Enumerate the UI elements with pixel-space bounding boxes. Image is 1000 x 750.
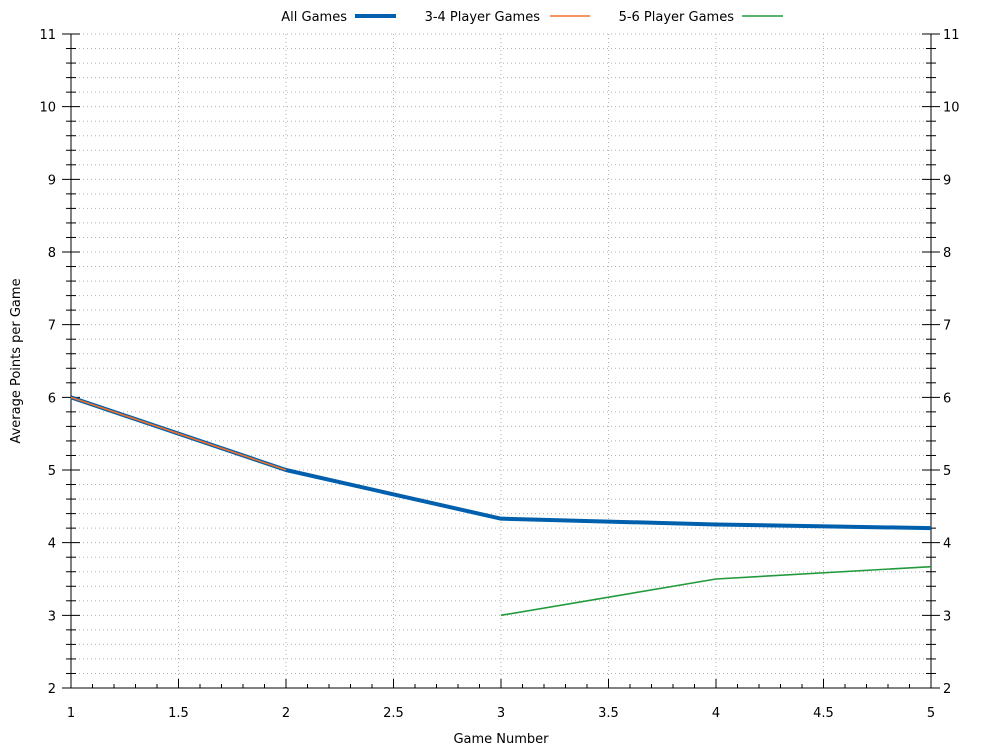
grid (70, 33, 932, 689)
series-lines (70, 395, 932, 617)
legend-label-3-4-player-games: 3-4 Player Games (425, 10, 541, 25)
y-tick-label-right: 3 (943, 609, 951, 624)
x-tick-label: 3 (497, 706, 505, 721)
x-tick-label: 4.5 (813, 706, 834, 721)
x-tick-label: 3.5 (598, 706, 619, 721)
series-line-3-4-player-games (70, 396, 287, 471)
x-tick-label: 4 (712, 706, 720, 721)
y-tick-label-right: 9 (943, 173, 951, 188)
y-tick-label-left: 5 (48, 464, 56, 479)
y-tick-label-left: 9 (48, 173, 56, 188)
legend: All Games 3-4 Player Games 5-6 Player Game… (281, 10, 783, 25)
y-tick-label-left: 8 (48, 246, 56, 261)
x-tick-label: 5 (927, 706, 935, 721)
y-axis-title: Average Points per Game (9, 278, 24, 443)
x-tick-label: 2.5 (383, 706, 404, 721)
x-tick-label: 1 (67, 706, 75, 721)
y-tick-label-left: 11 (39, 28, 56, 43)
y-tick-label-right: 7 (943, 319, 951, 334)
y-tick-label-left: 6 (48, 391, 56, 406)
y-tick-label-right: 6 (943, 391, 951, 406)
y-tick-label-right: 10 (943, 101, 960, 116)
legend-label-all-games: All Games (281, 10, 347, 25)
y-tick-label-left: 3 (48, 609, 56, 624)
y-tick-label-right: 8 (943, 246, 951, 261)
y-tick-label-right: 4 (943, 537, 951, 552)
y-tick-label-left: 10 (39, 101, 56, 116)
x-tick-label: 2 (282, 706, 290, 721)
y-tick-label-left: 4 (48, 537, 56, 552)
x-tick-label: 1.5 (168, 706, 189, 721)
series-line-5-6-player-games (500, 565, 932, 617)
y-tick-label-right: 11 (943, 28, 960, 43)
y-tick-label-right: 2 (943, 682, 951, 697)
y-tick-label-left: 2 (48, 682, 56, 697)
y-tick-label-left: 7 (48, 319, 56, 334)
legend-label-5-6-player-games: 5-6 Player Games (619, 10, 735, 25)
x-axis-title: Game Number (453, 732, 549, 747)
y-tick-label-right: 5 (943, 464, 951, 479)
